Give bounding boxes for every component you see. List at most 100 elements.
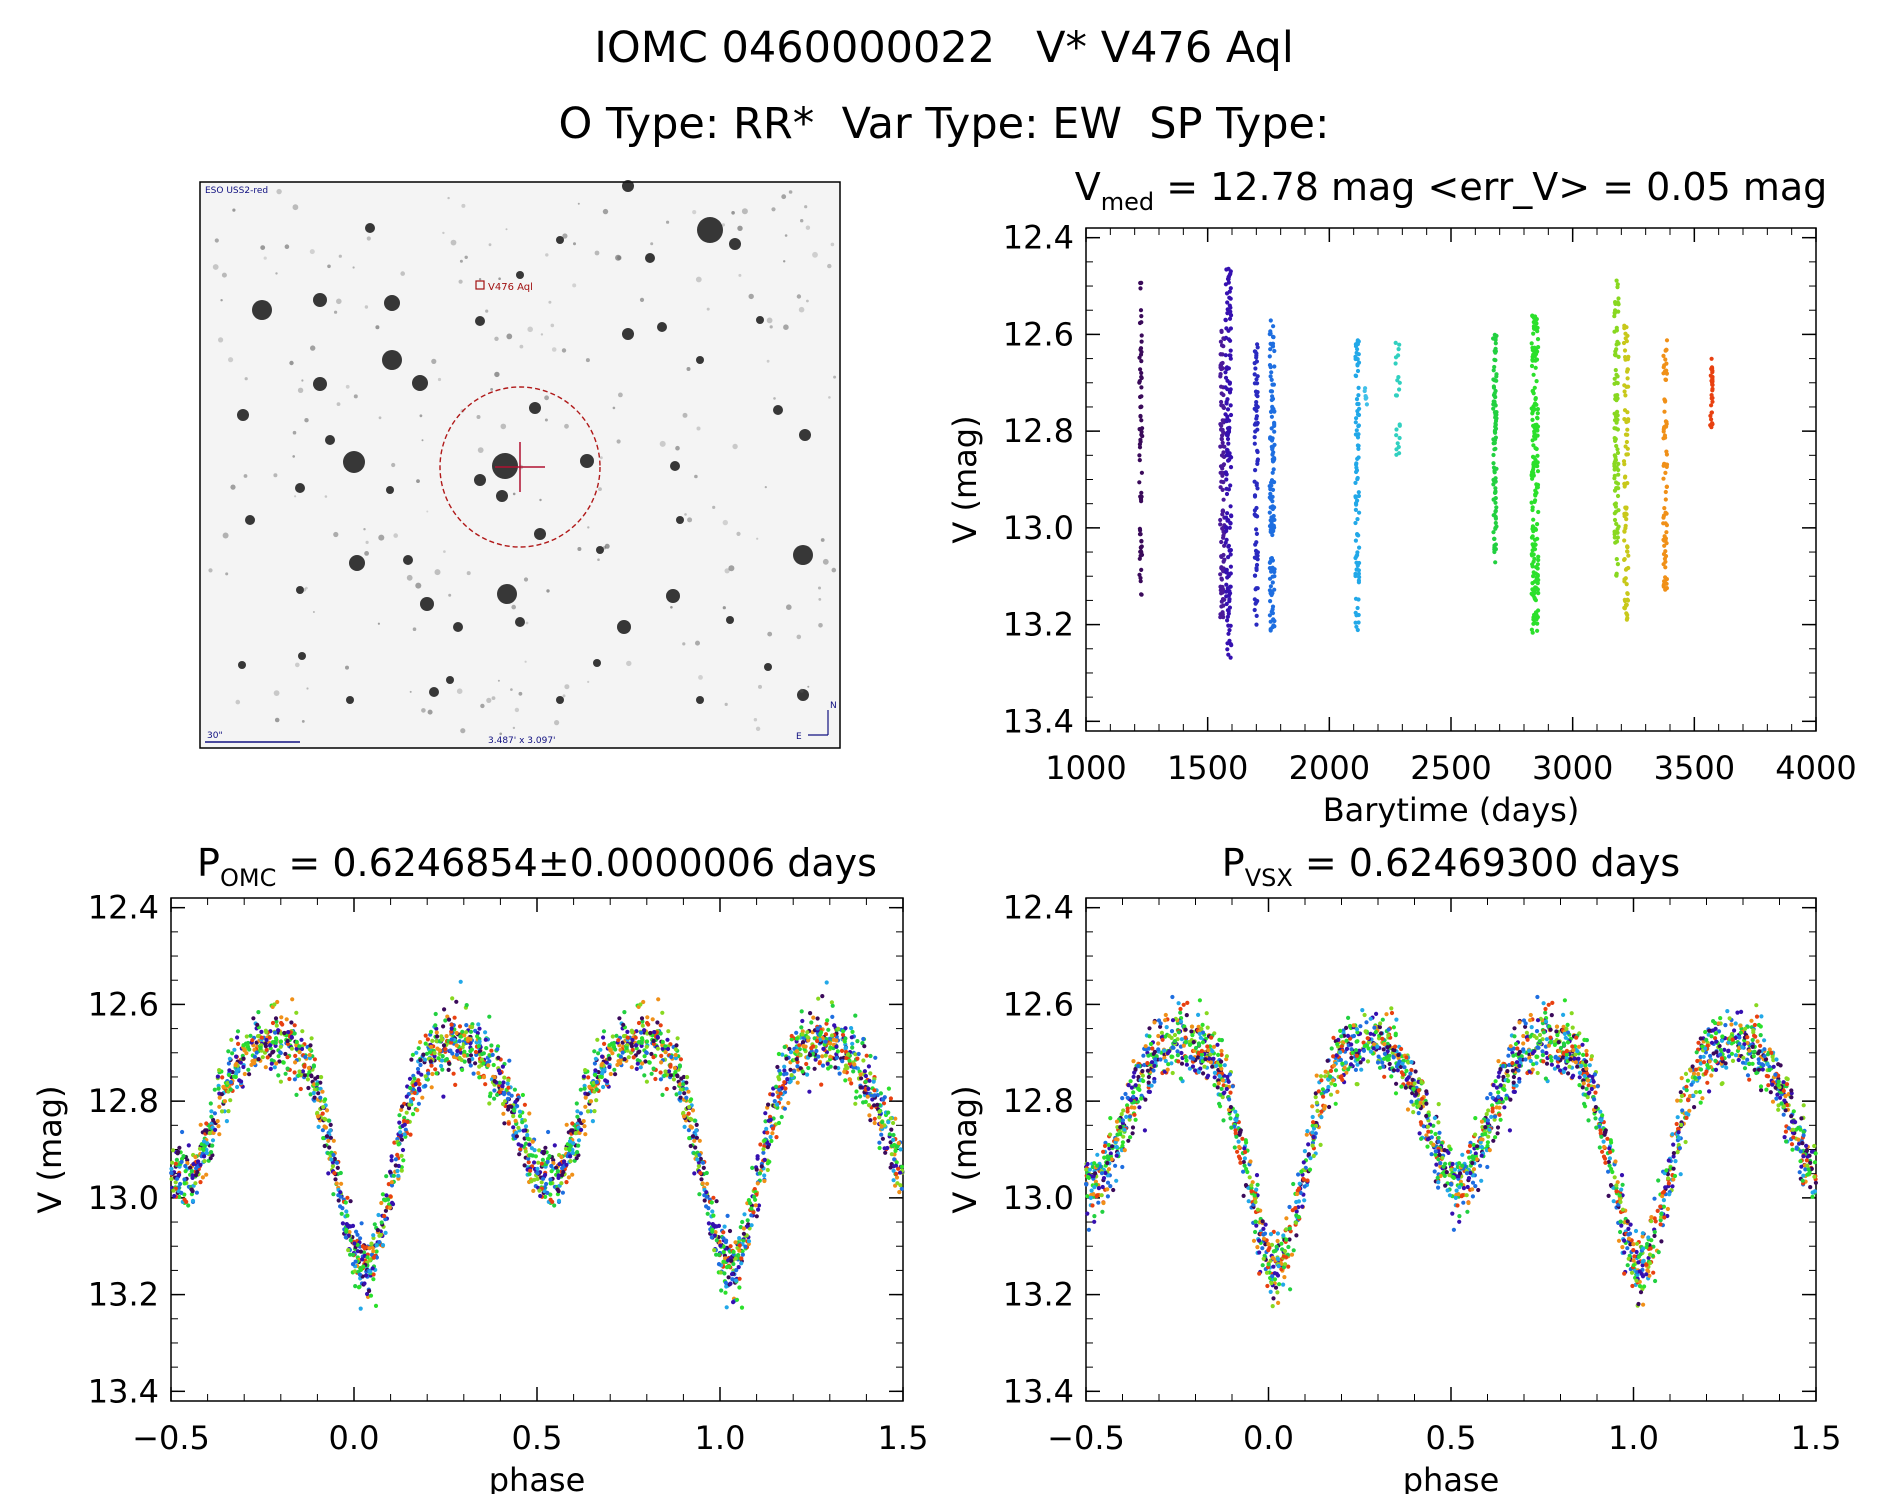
timeseries-point bbox=[1254, 622, 1259, 627]
finder-faint-star bbox=[490, 388, 493, 391]
phase-omc-point bbox=[808, 1011, 813, 1016]
phase-omc-point bbox=[726, 1275, 731, 1280]
phase-omc-point bbox=[616, 1038, 621, 1043]
phase-omc-point bbox=[805, 1035, 811, 1040]
timeseries-point bbox=[1228, 269, 1233, 274]
phase-omc-point bbox=[675, 1036, 680, 1041]
phase-omc-point bbox=[594, 1087, 599, 1092]
timeseries-point bbox=[1625, 410, 1630, 415]
timeseries-point bbox=[1138, 394, 1143, 400]
phase-omc-point bbox=[775, 1102, 780, 1107]
finder-faint-star bbox=[741, 208, 748, 215]
phase-omc-point bbox=[483, 1030, 488, 1035]
phase-omc-point bbox=[835, 1049, 841, 1054]
timeseries-point bbox=[1139, 320, 1144, 325]
phase-omc-point bbox=[828, 1041, 833, 1046]
timeseries-point bbox=[1612, 436, 1617, 441]
finder-faint-star bbox=[512, 492, 516, 496]
phase-omc-point bbox=[764, 1126, 769, 1131]
phase-omc-point bbox=[541, 1176, 546, 1181]
phase-omc-point bbox=[583, 1132, 588, 1137]
timeseries-point bbox=[1138, 280, 1143, 286]
finder-faint-star bbox=[500, 423, 507, 430]
finder-faint-star bbox=[659, 440, 666, 447]
finder-star bbox=[516, 271, 524, 279]
timeseries-point bbox=[1710, 370, 1715, 375]
timeseries-point bbox=[1616, 461, 1621, 466]
phase-omc-point bbox=[278, 1039, 284, 1044]
phase-omc-point bbox=[348, 1199, 353, 1204]
phase-omc-point bbox=[452, 1015, 457, 1020]
timeseries-xtick-label: 3000 bbox=[1532, 749, 1613, 787]
timeseries-xtick-label: 2500 bbox=[1410, 749, 1491, 787]
phase-omc-point bbox=[248, 1033, 253, 1038]
finder-faint-star bbox=[273, 473, 278, 478]
timeseries-point bbox=[1254, 551, 1259, 556]
phase-omc-point bbox=[864, 1053, 869, 1058]
timeseries-point bbox=[1354, 416, 1359, 421]
phase-omc-point bbox=[432, 1051, 437, 1056]
timeseries-point bbox=[1252, 479, 1257, 484]
phase-omc-point bbox=[418, 1040, 423, 1045]
phase-omc-point bbox=[260, 1055, 265, 1060]
timeseries-point bbox=[1625, 376, 1630, 381]
phase-omc-point bbox=[807, 1052, 813, 1058]
finder-faint-star bbox=[546, 589, 550, 593]
finder-faint-star bbox=[617, 255, 622, 261]
finder-faint-star bbox=[220, 299, 223, 302]
phase-omc-point bbox=[169, 1171, 174, 1176]
phase-omc-point bbox=[377, 1240, 382, 1245]
finder-faint-star bbox=[773, 397, 776, 400]
finder-faint-star bbox=[406, 574, 413, 581]
timeseries-point bbox=[1353, 520, 1358, 526]
timeseries-point bbox=[1532, 620, 1537, 626]
finder-star bbox=[593, 659, 601, 667]
timeseries-point bbox=[1224, 537, 1229, 543]
phase-omc-point bbox=[526, 1160, 531, 1165]
timeseries-point bbox=[1137, 458, 1142, 463]
phase-omc-point bbox=[639, 1040, 644, 1045]
phase-omc-point bbox=[853, 1052, 858, 1057]
phase-omc-point bbox=[322, 1116, 327, 1121]
phase-omc-point bbox=[398, 1133, 404, 1139]
phase-omc-point bbox=[359, 1221, 364, 1226]
timeseries-point bbox=[1613, 414, 1619, 419]
timeseries-point bbox=[1219, 577, 1224, 582]
phase-omc-point bbox=[479, 1057, 485, 1062]
phase-omc-point bbox=[546, 1129, 551, 1135]
phase-omc-point bbox=[828, 1045, 833, 1050]
phase-vsx-point bbox=[1260, 1263, 1265, 1268]
finder-star bbox=[773, 405, 783, 415]
timeseries-point bbox=[1364, 402, 1369, 407]
phase-omc-point bbox=[530, 1139, 535, 1144]
timeseries-point bbox=[1226, 611, 1231, 616]
phase-vsx-xtick-label: 1.5 bbox=[1791, 1419, 1842, 1457]
phase-omc-point bbox=[404, 1110, 409, 1115]
phase-omc-point bbox=[537, 1148, 542, 1153]
phase-omc-point bbox=[241, 1043, 246, 1048]
finder-faint-star bbox=[724, 568, 730, 574]
phase-omc-point bbox=[457, 1039, 462, 1044]
phase-omc-point bbox=[352, 1241, 357, 1246]
timeseries-point bbox=[1663, 497, 1668, 502]
phase-omc-point bbox=[176, 1149, 181, 1154]
finder-faint-star bbox=[275, 272, 278, 275]
timeseries-point bbox=[1267, 363, 1273, 368]
phase-omc-point bbox=[705, 1211, 710, 1216]
compass-north-label: N bbox=[830, 701, 837, 711]
phase-omc-point bbox=[886, 1120, 891, 1125]
phase-omc-point bbox=[724, 1238, 729, 1243]
phase-omc-point bbox=[331, 1192, 336, 1197]
finder-star bbox=[657, 322, 667, 332]
phase-omc-point bbox=[617, 1016, 622, 1021]
timeseries-point bbox=[1225, 511, 1230, 516]
timeseries-point bbox=[1228, 504, 1233, 509]
timeseries-point bbox=[1493, 500, 1498, 505]
phase-omc-point bbox=[444, 1057, 449, 1062]
timeseries-point bbox=[1709, 410, 1714, 415]
timeseries-point bbox=[1224, 515, 1229, 520]
phase-omc-point bbox=[578, 1087, 583, 1092]
timeseries-point bbox=[1661, 429, 1666, 434]
phase-omc-point bbox=[728, 1244, 733, 1249]
timeseries-point bbox=[1227, 548, 1232, 553]
